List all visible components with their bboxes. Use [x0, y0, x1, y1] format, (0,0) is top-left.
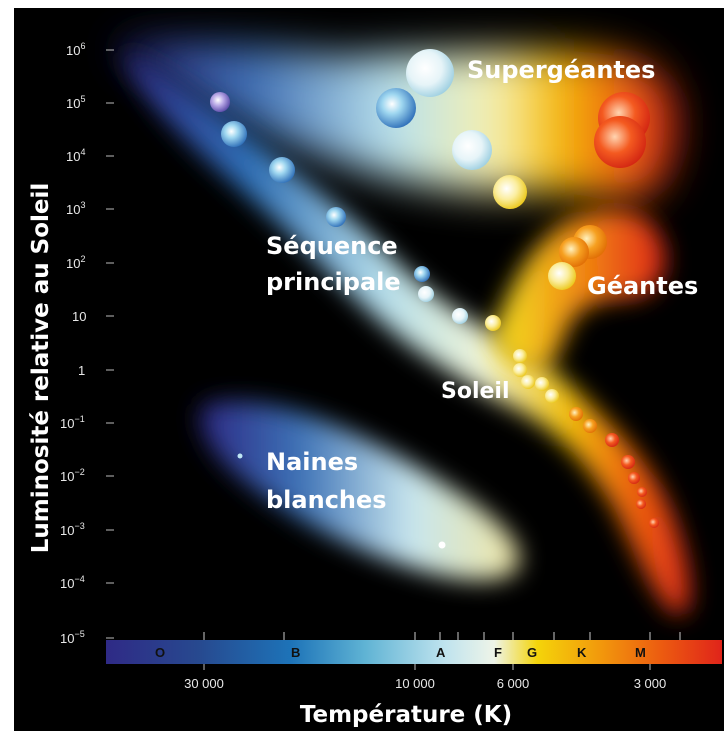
spectral-class-G: G: [527, 645, 537, 660]
star-main-sequence: [210, 92, 230, 112]
spectral-class-M: M: [635, 645, 646, 660]
star-main-sequence: [545, 389, 559, 403]
star-main-sequence: [605, 433, 619, 447]
star-main-sequence: [521, 375, 535, 389]
y-tick-label: 103: [66, 200, 85, 217]
star-main-sequence: [418, 286, 434, 302]
star-white-dwarf: [438, 541, 446, 549]
star-supergiant: [493, 175, 527, 209]
label-giants: Géantes: [587, 272, 698, 300]
star-sun: [513, 349, 527, 363]
star-giant: [548, 262, 576, 290]
star-main-sequence: [326, 207, 346, 227]
star-white-dwarf: [237, 453, 243, 459]
star-supergiant: [452, 130, 492, 170]
star-main-sequence: [452, 308, 468, 324]
y-tick-label: 10−2: [60, 467, 85, 484]
y-tick-label: 10−5: [60, 629, 85, 646]
y-tick-label: 10: [72, 309, 86, 324]
label-white-dwarfs-line2: blanches: [266, 486, 387, 514]
y-tick-label: 102: [66, 254, 85, 271]
y-tick-label: 10−1: [60, 414, 85, 431]
spectral-class-B: B: [291, 645, 300, 660]
star-supergiant: [594, 116, 646, 168]
star-main-sequence: [636, 499, 646, 509]
star-supergiant: [376, 88, 416, 128]
white-dwarf-region: [199, 401, 520, 581]
y-axis-title: Luminosité relative au Soleil: [28, 183, 54, 554]
x-tick-label: 3 000: [634, 676, 667, 691]
y-tick-label: 104: [66, 147, 85, 164]
y-axis-ticks: [106, 49, 114, 639]
giant-branch: [493, 210, 666, 372]
label-white-dwarfs-line1: Naines: [266, 448, 358, 476]
star-giant: [559, 237, 589, 267]
star-main-sequence: [485, 315, 501, 331]
spectral-class-bar: O B A F G K M: [106, 632, 722, 664]
spectral-class-A: A: [436, 645, 446, 660]
x-axis-title: Température (K): [300, 702, 512, 728]
stars: [210, 49, 659, 549]
spectral-class-F: F: [494, 645, 502, 660]
spectral-class-O: O: [155, 645, 165, 660]
x-tick-label: 10 000: [395, 676, 435, 691]
star-main-sequence: [569, 407, 583, 421]
label-main-sequence-line1: Séquence: [266, 232, 398, 260]
star-main-sequence: [649, 518, 659, 528]
hr-diagram-canvas: 106 105 104 103 102 10 1 10−1 10−2 10−3 …: [28, 41, 722, 728]
label-main-sequence-line2: principale: [266, 268, 401, 296]
star-main-sequence: [621, 455, 635, 469]
hr-diagram: 106 105 104 103 102 10 1 10−1 10−2 10−3 …: [14, 8, 724, 731]
star-main-sequence: [221, 121, 247, 147]
y-axis-tick-labels: 106 105 104 103 102 10 1 10−1 10−2 10−3 …: [60, 41, 86, 646]
main-sequence-band: [122, 50, 690, 615]
x-tick-label: 30 000: [184, 676, 224, 691]
label-sun: Soleil: [441, 379, 510, 404]
y-tick-label: 10−4: [60, 574, 85, 591]
star-main-sequence: [628, 472, 640, 484]
label-supergiants: Supergéantes: [467, 56, 655, 84]
spectral-class-K: K: [577, 645, 587, 660]
y-tick-label: 105: [66, 94, 85, 111]
star-main-sequence: [269, 157, 295, 183]
star-main-sequence: [513, 363, 527, 377]
y-tick-label: 10−3: [60, 521, 85, 538]
x-tick-label: 6 000: [497, 676, 530, 691]
x-axis-ticks: [203, 664, 651, 670]
star-main-sequence: [414, 266, 430, 282]
star-main-sequence: [535, 377, 549, 391]
y-tick-label: 106: [66, 41, 85, 58]
star-supergiant: [406, 49, 454, 97]
star-main-sequence: [637, 487, 647, 497]
star-main-sequence: [583, 419, 597, 433]
y-tick-label: 1: [78, 363, 85, 378]
